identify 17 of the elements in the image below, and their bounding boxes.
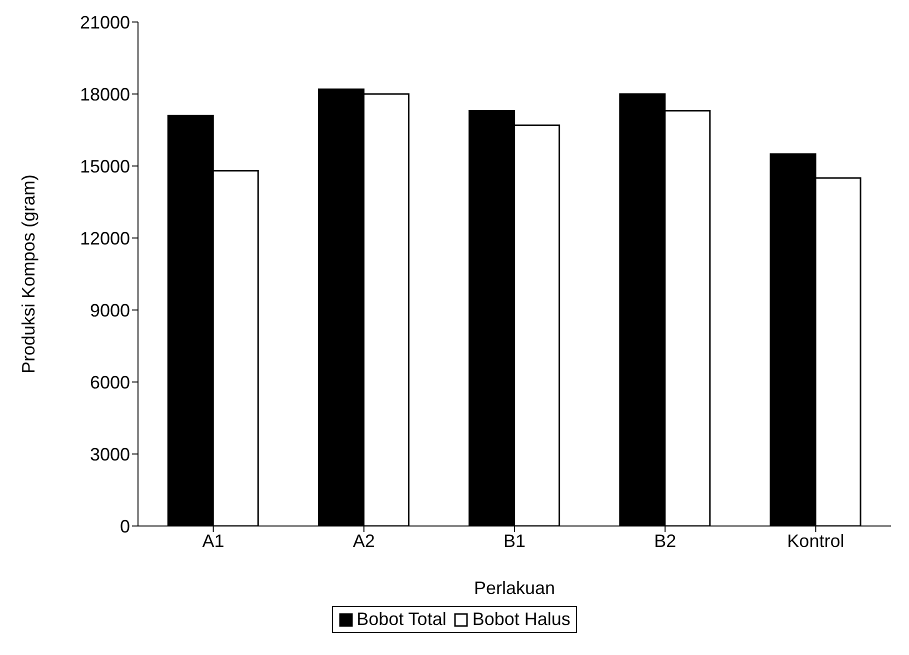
y-tick-label: 6000 — [90, 372, 130, 392]
y-tick-label: 0 — [120, 516, 130, 536]
y-tick-label: 21000 — [80, 12, 130, 32]
y-tick-label: 12000 — [80, 228, 130, 248]
x-tick-label: A2 — [352, 530, 375, 551]
y-axis-title: Produksi Kompos (gram) — [18, 174, 38, 374]
legend-label: Bobot Total — [356, 609, 446, 630]
y-tick-label: 3000 — [90, 444, 130, 464]
y-tick-label: 9000 — [90, 300, 130, 320]
y-tick-label: 18000 — [80, 84, 130, 104]
y-tick-label: 15000 — [80, 156, 130, 176]
x-tick-label: B1 — [503, 530, 526, 551]
x-tick-label: Kontrol — [787, 530, 844, 551]
x-tick-label: A1 — [202, 530, 224, 551]
x-tick-label: B2 — [654, 530, 676, 551]
x-axis-title: Perlakuan — [474, 578, 556, 598]
legend-label: Bobot Halus — [471, 609, 570, 630]
